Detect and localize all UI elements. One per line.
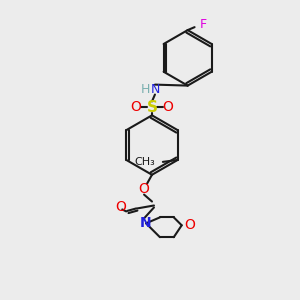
Text: N: N [140, 216, 152, 230]
Text: O: O [115, 200, 126, 214]
Text: CH₃: CH₃ [134, 157, 155, 167]
Text: O: O [139, 182, 149, 196]
Text: F: F [200, 18, 207, 31]
Text: O: O [131, 100, 142, 114]
Text: H: H [140, 83, 150, 96]
Text: O: O [162, 100, 173, 114]
Text: S: S [146, 100, 158, 115]
Text: N: N [150, 83, 160, 96]
Text: O: O [184, 218, 195, 232]
